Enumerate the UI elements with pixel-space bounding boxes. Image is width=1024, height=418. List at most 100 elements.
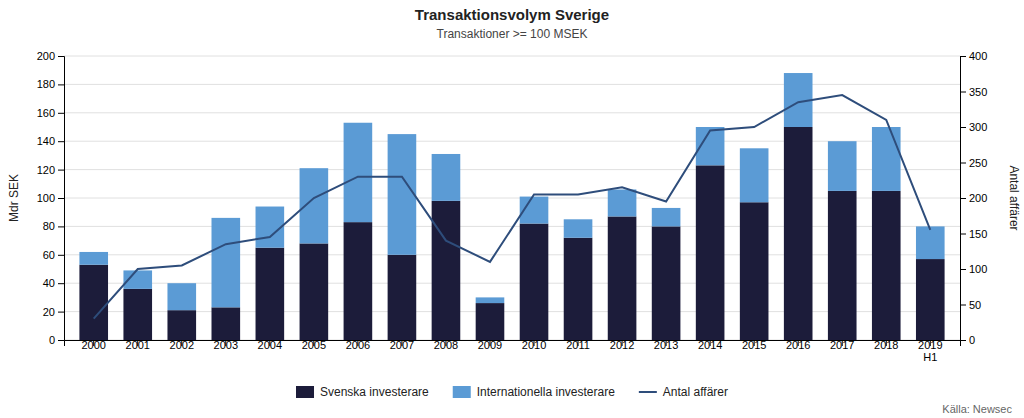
y-tick-label: 40 (43, 277, 55, 289)
tspan-part: 2010 (522, 339, 546, 351)
grid-line (64, 112, 960, 113)
tspan-part: 2014 (698, 339, 722, 351)
grid-line (64, 254, 960, 255)
y2-tick: 0 (960, 334, 975, 346)
title: Transaktionsvolym Sverige (415, 6, 609, 23)
legend-label: Antal affärer (663, 385, 728, 399)
y2-tick-label: 300 (969, 121, 987, 133)
x-tick-label: 2011 (566, 339, 590, 351)
bar (916, 226, 945, 259)
bar (476, 297, 505, 303)
y-tick-label: 80 (43, 220, 55, 232)
tspan-part: 2004 (258, 339, 282, 351)
x-tick: 2007 (390, 339, 414, 351)
x-tick-label: 2006 (346, 339, 370, 351)
bar (652, 226, 681, 340)
x-tick-label: 2000 (81, 339, 105, 351)
y2-tick: 100 (960, 263, 987, 275)
x-tick-label: 2004 (258, 339, 282, 351)
tspan-part: 2017 (830, 339, 854, 351)
source-note: Källa: Newsec (942, 403, 1012, 415)
bar (564, 238, 593, 340)
bar (740, 202, 769, 340)
bar (211, 218, 240, 307)
y2-axis: 050100150200250300350400 (960, 50, 987, 346)
tspan-part: 2003 (214, 339, 238, 351)
legend-swatch (639, 391, 657, 393)
grid-line (64, 56, 960, 57)
y2-tick-label: 250 (969, 157, 987, 169)
y2-tick-label: 50 (969, 299, 981, 311)
y2-tick: 250 (960, 157, 987, 169)
tspan-part: 2006 (346, 339, 370, 351)
plot: 2000200120022003200420052006200720082009… (37, 50, 988, 363)
tspan-part: 2000 (81, 339, 105, 351)
tspan-part: H1 (923, 351, 937, 363)
y-tick: 0 (49, 334, 64, 346)
y-tick-mark (58, 255, 64, 256)
y-tick-label: 180 (37, 78, 55, 90)
grid-line (64, 141, 960, 142)
y-tick-mark (58, 113, 64, 114)
bar-series (79, 73, 944, 310)
y2-tick-mark (960, 305, 966, 306)
bar (388, 134, 417, 255)
y-tick: 120 (37, 164, 64, 176)
x-tick-label: 2012 (610, 339, 634, 351)
y-tick-label: 160 (37, 107, 55, 119)
x-tick-label: 2013 (654, 339, 678, 351)
x-tick: 2004 (258, 339, 282, 351)
legend: Svenska investerareInternationella inves… (296, 385, 728, 399)
legend-item: Internationella investerare (453, 385, 615, 399)
y2-tick-mark (960, 198, 966, 199)
legend-item: Antal affärer (639, 385, 728, 399)
x-tick: 2017 (830, 339, 854, 351)
bar (740, 148, 769, 202)
y-tick: 100 (37, 192, 64, 204)
x-tick-label: 2010 (522, 339, 546, 351)
legend-swatch (453, 386, 471, 398)
y-tick-label: 120 (37, 164, 55, 176)
y2-tick-mark (960, 269, 966, 270)
y2-tick: 200 (960, 192, 987, 204)
y2-tick: 50 (960, 299, 981, 311)
tspan-part: 2001 (126, 339, 150, 351)
y2-tick-mark (960, 127, 966, 128)
x-tick: 2003 (214, 339, 238, 351)
tspan-part: 2012 (610, 339, 634, 351)
y2-tick-label: 100 (969, 263, 987, 275)
y-axis-line (58, 57, 65, 341)
y2-tick-label: 350 (969, 86, 987, 98)
marks (79, 73, 944, 340)
y-tick-label: 140 (37, 135, 55, 147)
grid (64, 56, 960, 340)
x-axis: 2000200120022003200420052006200720082009… (65, 339, 961, 363)
bar (167, 283, 196, 310)
bar (344, 222, 373, 340)
x-tick: 2018 (874, 339, 898, 351)
x-tick: 2001 (126, 339, 150, 351)
grid-line (64, 84, 960, 85)
bar (167, 310, 196, 340)
x-axis-line (65, 341, 961, 347)
y-tick-label: 60 (43, 249, 55, 261)
tspan-part: 2007 (390, 339, 414, 351)
y-tick-mark (58, 340, 64, 341)
x-tick: 2012 (610, 339, 634, 351)
y-tick: 160 (37, 107, 64, 119)
bar (828, 191, 857, 340)
y-tick-label: 100 (37, 192, 55, 204)
y2-tick: 150 (960, 228, 987, 240)
y-tick-label: 200 (37, 50, 55, 62)
grid-line (64, 283, 960, 284)
y-tick: 80 (43, 220, 64, 232)
bar (300, 243, 329, 340)
bar (256, 248, 285, 340)
y-tick: 60 (43, 249, 64, 261)
bar (432, 201, 461, 340)
x-tick-label: 2018 (874, 339, 898, 351)
y-tick-label: 0 (49, 334, 55, 346)
bar (696, 165, 725, 340)
x-tick: 2008 (434, 339, 458, 351)
y-tick-mark (58, 56, 64, 57)
